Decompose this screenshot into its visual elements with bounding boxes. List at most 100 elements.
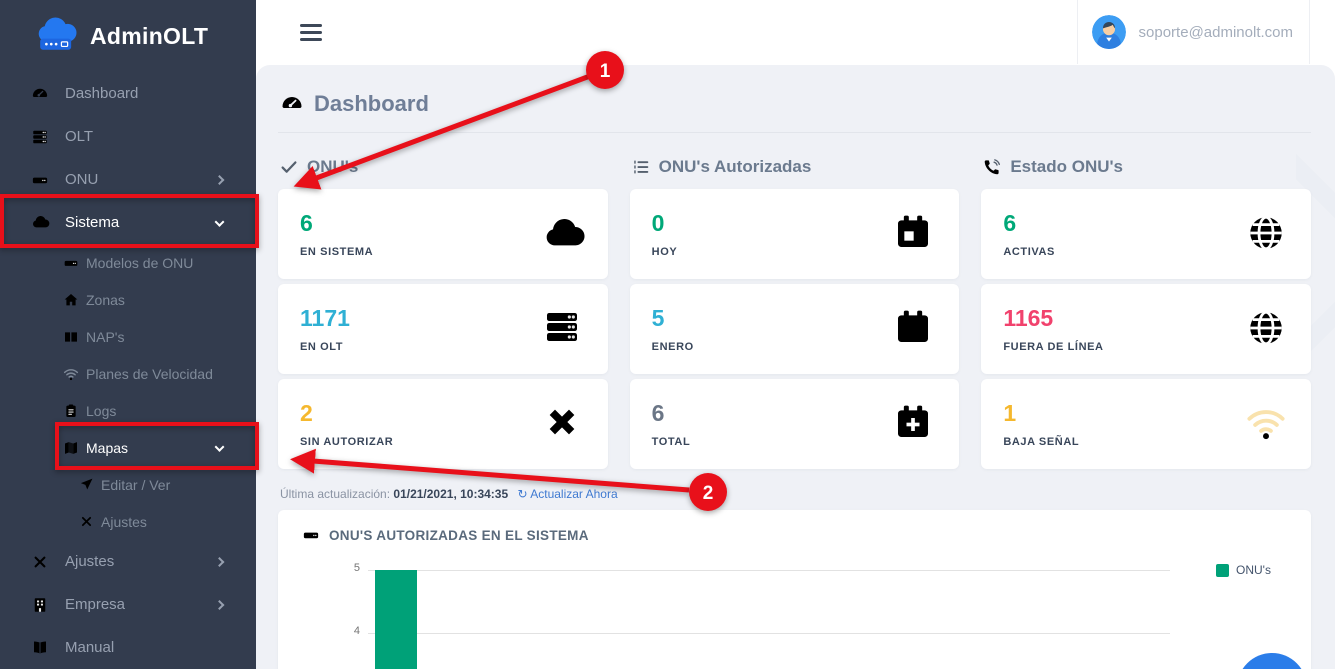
window-icon [62, 329, 80, 345]
stat-value: 1165 [1003, 305, 1054, 331]
globe-icon [1245, 307, 1289, 351]
tools-icon [77, 514, 95, 529]
sidebar-item-zonas[interactable]: Zonas [0, 281, 256, 318]
chevron-down-icon [214, 441, 225, 452]
clipboard-icon [62, 403, 80, 419]
mapas-submenu: Editar / Ver Ajustes [0, 466, 256, 540]
globe-icon [1245, 212, 1289, 256]
card-baja-senal: 1 BAJA SEÑAL [981, 379, 1311, 469]
brand-name: AdminOLT [90, 22, 209, 49]
card-enero: 5 ENERO [629, 284, 960, 374]
chevron-right-icon [214, 599, 225, 610]
cloud-icon [542, 212, 586, 256]
sidebar-item-logs[interactable]: Logs [0, 392, 256, 429]
header-divider [278, 132, 1311, 133]
stat-value: 0 [651, 210, 665, 236]
modem-icon [30, 171, 50, 189]
card-en-olt: 1171 EN OLT [278, 284, 608, 374]
sidebar-item-mapas[interactable]: Mapas [0, 429, 256, 466]
card-en-sistema: 6 EN SISTEMA [278, 189, 608, 279]
chart-legend[interactable]: ONU's [1216, 563, 1271, 577]
gauge-icon [30, 85, 50, 103]
user-avatar [1091, 15, 1126, 49]
calendar-plus-icon [893, 402, 937, 446]
main-area: soporte@adminolt.com Dashboard ONU's 6 E… [256, 0, 1335, 669]
chevron-right-icon [214, 174, 225, 185]
section-header-autorizadas: ONU's Autorizadas [632, 157, 960, 177]
sidebar-item-naps[interactable]: NAP's [0, 318, 256, 355]
refresh-icon: ↻ [517, 487, 528, 501]
sidebar-item-editar-ver[interactable]: Editar / Ver [0, 466, 256, 503]
last-update-datetime: 01/21/2021, 10:34:35 [393, 487, 509, 501]
stat-label: ACTIVAS [1003, 246, 1055, 258]
send-icon [77, 477, 95, 492]
check-icon [280, 158, 298, 176]
chevron-down-icon [214, 216, 225, 227]
wifi-icon [62, 366, 80, 382]
stat-label: EN SISTEMA [300, 246, 374, 258]
card-hoy: 0 HOY [629, 189, 960, 279]
stat-label: SIN AUTORIZAR [300, 436, 394, 448]
y-axis-tick: 4 [353, 625, 360, 637]
stat-value: 1171 [300, 305, 350, 331]
stat-value: 6 [1003, 210, 1017, 236]
sistema-submenu: Modelos de ONU Zonas NAP's Planes de Vel… [0, 244, 256, 540]
hamburger-icon[interactable] [300, 24, 322, 44]
refresh-now-link[interactable]: ↻ Actualizar Ahora [517, 487, 618, 501]
gridline [368, 570, 1170, 571]
sidebar-item-mapas-ajustes[interactable]: Ajustes [0, 503, 256, 540]
sidebar-item-onu[interactable]: ONU [0, 158, 256, 201]
home-icon [62, 292, 80, 308]
stat-value: 2 [300, 400, 313, 426]
sidebar-item-dashboard[interactable]: Dashboard [0, 72, 256, 115]
sidebar: AdminOLT Dashboard OLT ONU Sistema Model… [0, 0, 256, 669]
topbar: soporte@adminolt.com [256, 0, 1335, 65]
ordered-list-icon [632, 158, 650, 176]
sidebar-item-empresa[interactable]: Empresa [0, 583, 256, 626]
column-onus: ONU's 6 EN SISTEMA 1171 EN OLT 2 SIN AUT… [278, 133, 608, 474]
sidebar-item-manual[interactable]: Manual [0, 626, 256, 669]
last-update-bar: Última actualización: 01/21/2021, 10:34:… [280, 487, 1311, 501]
bar-onus [375, 570, 417, 669]
card-fuera-de-linea: 1165 FUERA DE LÍNEA [981, 284, 1311, 374]
sidebar-item-modelos-de-onu[interactable]: Modelos de ONU [0, 244, 256, 281]
chat-fab-button[interactable] [1237, 653, 1307, 669]
chart-title: ONU'S AUTORIZADAS EN EL SISTEMA [302, 526, 589, 544]
sidebar-item-olt[interactable]: OLT [0, 115, 256, 158]
modem-icon [302, 526, 320, 544]
card-activas: 6 ACTIVAS [981, 189, 1311, 279]
user-menu[interactable]: soporte@adminolt.com [1076, 0, 1310, 64]
building-icon [30, 596, 50, 614]
phone-signal-icon [983, 158, 1001, 176]
calendar-icon [893, 307, 937, 351]
last-update-prefix: Última actualización: [280, 487, 391, 501]
tools-icon [30, 553, 50, 571]
x-icon [542, 402, 586, 446]
modem-icon [62, 255, 80, 271]
sidebar-item-planes-de-velocidad[interactable]: Planes de Velocidad [0, 355, 256, 392]
stat-label: EN OLT [300, 341, 344, 353]
stat-value: 1 [1003, 400, 1017, 426]
sidebar-nav: Dashboard OLT ONU Sistema Modelos de ONU… [0, 72, 256, 669]
sidebar-item-sistema[interactable]: Sistema [0, 201, 256, 244]
chart-panel: ONU'S AUTORIZADAS EN EL SISTEMA 5 4 ONU'… [278, 510, 1311, 669]
sidebar-item-ajustes[interactable]: Ajustes [0, 540, 256, 583]
stat-value: 5 [651, 305, 665, 331]
server-icon [542, 307, 586, 351]
legend-swatch [1216, 563, 1229, 577]
brand-logo[interactable]: AdminOLT [0, 0, 256, 72]
gauge-icon [280, 92, 304, 116]
cloud-icon [30, 213, 50, 232]
legend-label: ONU's [1236, 563, 1271, 577]
map-icon [62, 440, 80, 456]
card-total: 6 TOTAL [629, 379, 960, 469]
dashboard-content: Dashboard ONU's 6 EN SISTEMA 1171 EN OLT [256, 65, 1335, 669]
book-icon [30, 639, 50, 657]
user-email: soporte@adminolt.com [1138, 23, 1293, 41]
card-sin-autorizar: 2 SIN AUTORIZAR [278, 379, 608, 469]
stat-label: FUERA DE LÍNEA [1003, 341, 1104, 353]
column-autorizadas: ONU's Autorizadas 0 HOY 5 ENERO 6 TOTAL [629, 133, 960, 474]
page-header: Dashboard [256, 65, 1335, 117]
column-estado: Estado ONU's 6 ACTIVAS 1165 FUERA DE LÍN… [981, 133, 1311, 474]
stat-value: 6 [651, 400, 665, 426]
